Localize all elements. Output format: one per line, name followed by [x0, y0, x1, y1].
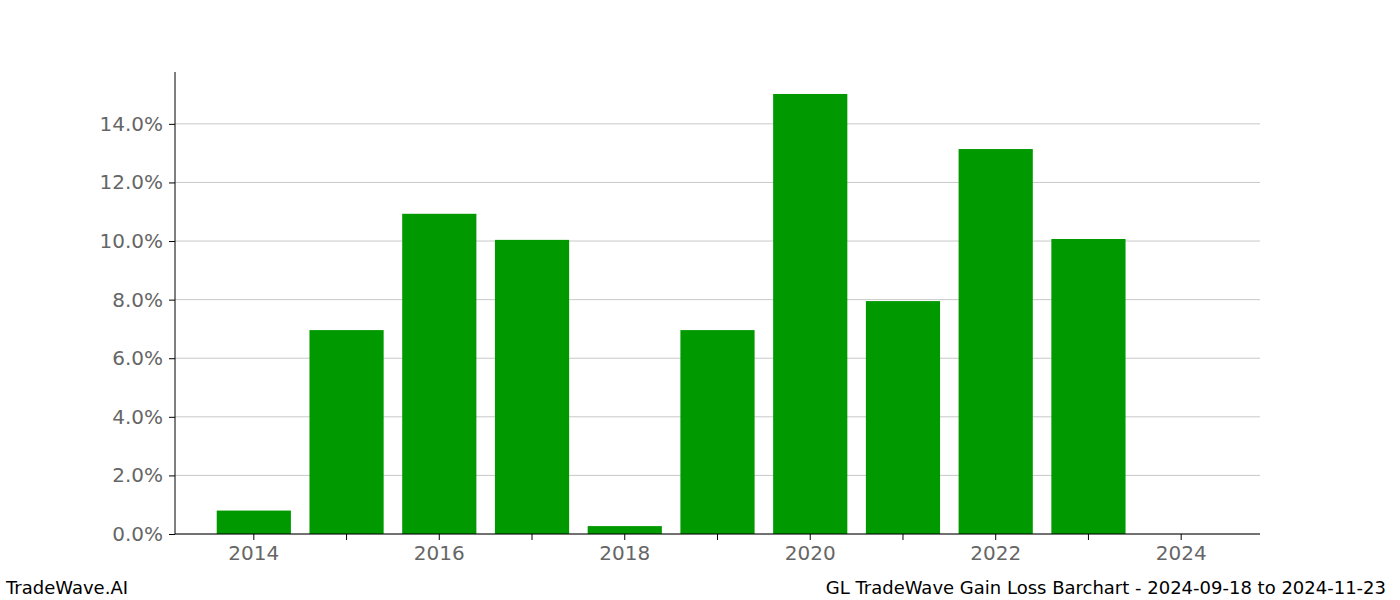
x-tick-mark [532, 534, 533, 540]
y-tick: 14.0% [99, 112, 175, 136]
y-tick-label: 14.0% [99, 112, 163, 136]
y-tick: 12.0% [99, 170, 175, 194]
x-tick: 2014 [228, 534, 279, 565]
x-tick-label: 2020 [785, 541, 836, 565]
y-tick-label: 4.0% [112, 405, 163, 429]
x-tick-label: 2016 [414, 541, 465, 565]
y-tick-mark [169, 182, 175, 183]
x-tick: 2020 [785, 534, 836, 565]
y-tick: 6.0% [112, 346, 175, 370]
y-tick-mark [169, 300, 175, 301]
bar [773, 94, 847, 534]
y-tick-mark [169, 417, 175, 418]
y-tick-mark [169, 124, 175, 125]
x-tick-mark [1181, 534, 1182, 540]
y-tick-label: 0.0% [112, 522, 163, 546]
y-tick-label: 10.0% [99, 229, 163, 253]
x-tick-mark [810, 534, 811, 540]
x-tick: 2024 [1156, 534, 1207, 565]
x-tick [902, 534, 903, 540]
y-axis: 0.0% 2.0% 4.0% 6.0% 8.0% 10.0% 12.0% 14.0% [99, 72, 175, 546]
grid [175, 124, 1260, 534]
y-tick-label: 6.0% [112, 346, 163, 370]
footer-left: TradeWave.AI [5, 577, 128, 598]
y-tick-mark [169, 358, 175, 359]
bar [217, 511, 291, 534]
y-tick-label: 8.0% [112, 288, 163, 312]
chart: 2014 2016 2018 2020 2022 2024 0.0% 2.0% 4.0% 6.0%… [0, 0, 1400, 600]
x-tick-mark [717, 534, 718, 540]
x-tick-mark [439, 534, 440, 540]
bar [866, 301, 940, 534]
x-tick: 2016 [414, 534, 465, 565]
x-tick-mark [253, 534, 254, 540]
bar [402, 214, 476, 534]
y-tick-mark [169, 534, 175, 535]
x-tick [346, 534, 347, 540]
x-tick-label: 2022 [970, 541, 1021, 565]
bars [217, 94, 1126, 534]
x-tick-mark [1088, 534, 1089, 540]
x-tick: 2022 [970, 534, 1021, 565]
y-tick: 4.0% [112, 405, 175, 429]
grid-line [175, 182, 1260, 183]
x-tick-mark [624, 534, 625, 540]
x-tick-label: 2014 [228, 541, 279, 565]
x-tick-mark [346, 534, 347, 540]
y-tick-label: 12.0% [99, 170, 163, 194]
x-tick-mark [902, 534, 903, 540]
footer-right: GL TradeWave Gain Loss Barchart - 2024-0… [826, 577, 1386, 598]
y-tick: 10.0% [99, 229, 175, 253]
y-tick-mark [169, 475, 175, 476]
x-tick-label: 2024 [1156, 541, 1207, 565]
bar [959, 149, 1033, 534]
y-axis-line [175, 72, 176, 534]
x-tick [1088, 534, 1089, 540]
x-tick-mark [995, 534, 996, 540]
bar [309, 330, 383, 534]
bar [588, 526, 662, 534]
x-axis: 2014 2016 2018 2020 2022 2024 [175, 534, 1260, 565]
x-tick [532, 534, 533, 540]
x-tick: 2018 [599, 534, 650, 565]
y-tick-label: 2.0% [112, 463, 163, 487]
y-tick: 8.0% [112, 288, 175, 312]
y-tick-mark [169, 241, 175, 242]
bar [495, 240, 569, 534]
bar [1051, 239, 1125, 534]
bar [680, 330, 754, 534]
x-tick [717, 534, 718, 540]
y-tick: 0.0% [112, 522, 175, 546]
y-tick: 2.0% [112, 463, 175, 487]
grid-line [175, 123, 1260, 124]
x-tick-label: 2018 [599, 541, 650, 565]
